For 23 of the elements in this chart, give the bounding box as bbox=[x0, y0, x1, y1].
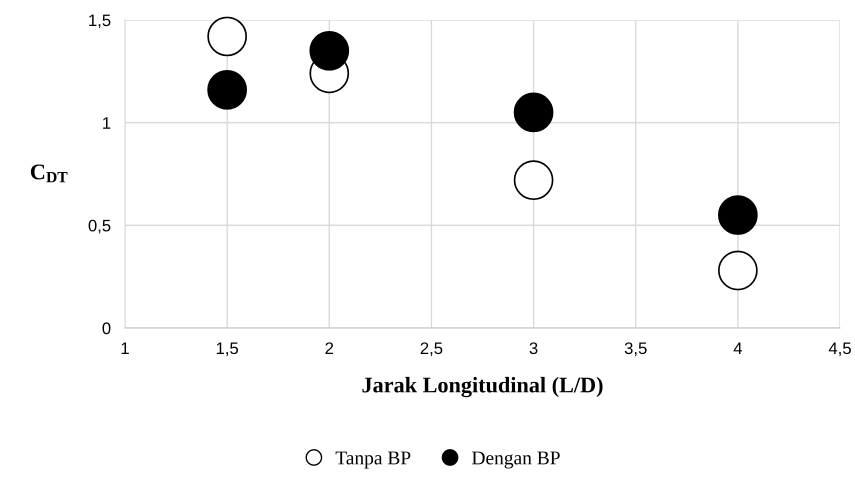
y-axis-title: C$_{DT}$ bbox=[30, 164, 68, 182]
y-tick-label: 1 bbox=[103, 117, 110, 129]
point bbox=[718, 250, 758, 290]
point bbox=[514, 160, 554, 200]
x-tick-label: 1 bbox=[122, 342, 129, 354]
point bbox=[309, 30, 350, 71]
x-tick-label: 4 bbox=[734, 342, 742, 354]
point bbox=[514, 92, 554, 132]
point bbox=[718, 195, 758, 235]
x-tick-label: 4,5 bbox=[828, 342, 851, 356]
point bbox=[207, 16, 247, 56]
x-tick-label: 2,5 bbox=[420, 342, 442, 356]
point bbox=[207, 70, 247, 110]
x-axis-title: Jarak Longitudinal (L/D) bbox=[362, 376, 603, 398]
x-tick-label: 3,5 bbox=[624, 342, 647, 356]
y-tick-label: 0,5 bbox=[88, 220, 110, 234]
y-tick-label: 0 bbox=[102, 322, 110, 334]
x-tick-label: 1,5 bbox=[216, 342, 238, 356]
x-tick-label: 2 bbox=[325, 342, 334, 354]
legend-label: Dengan BP bbox=[472, 452, 560, 468]
legend-label: Tanpa BP bbox=[336, 452, 410, 468]
y-tick-label: 1,5 bbox=[89, 14, 110, 28]
x-tick-label: 3 bbox=[530, 342, 538, 354]
